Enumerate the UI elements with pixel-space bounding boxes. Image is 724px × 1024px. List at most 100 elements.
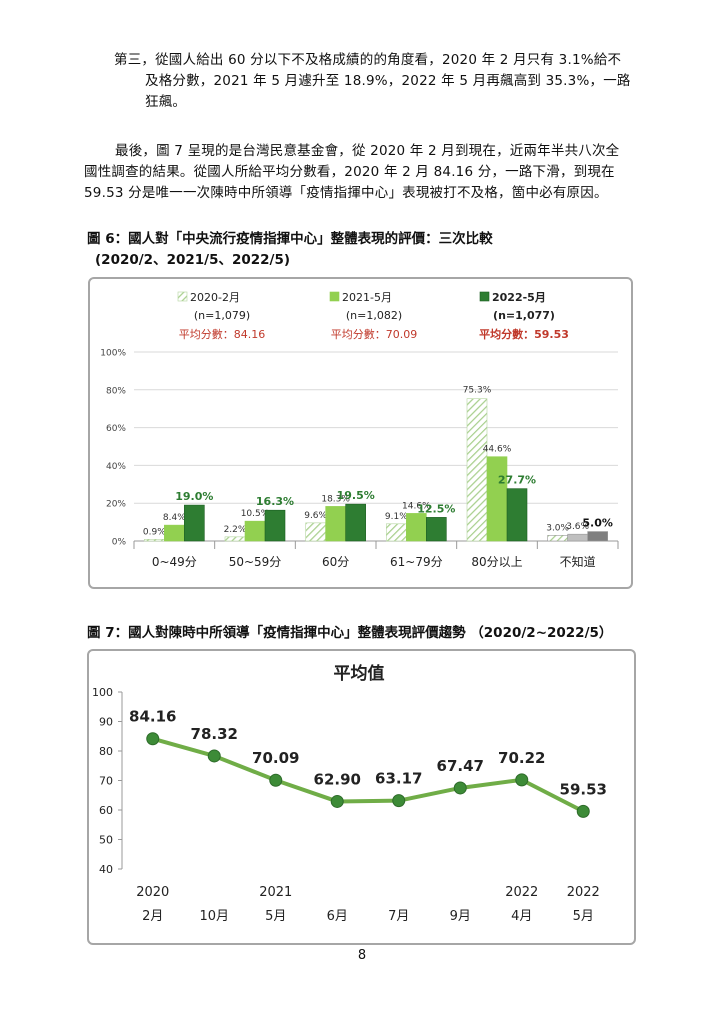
bar-chart-figure6: 0% 20% 40% 60% 80% 100% 0~49分 0.9% 8.4% 19.0% 50~5… bbox=[88, 277, 633, 589]
y-tick-label: 60% bbox=[106, 424, 126, 434]
bar-3 bbox=[426, 517, 447, 542]
figure6-caption-dates: (2020/2、2021/5、2022/5) bbox=[95, 252, 291, 268]
data-point bbox=[576, 804, 590, 818]
y-tick-label: 50 bbox=[99, 834, 113, 847]
x-tick-label: 5月 bbox=[573, 909, 594, 924]
legend-label: 2021-5月 bbox=[342, 291, 392, 304]
y-tick-label: 90 bbox=[99, 716, 113, 729]
data-label: 16.3% bbox=[256, 495, 294, 508]
bar-3 bbox=[506, 488, 528, 542]
data-label: 0.9% bbox=[143, 527, 166, 537]
line-chart-svg: 平均值 40 50 60 70 80 90 100 84.16 2020 2月 78.32 10月 70.… bbox=[92, 663, 607, 924]
data-label: 3.0% bbox=[546, 523, 569, 533]
legend-average: 平均分數：70.09 bbox=[331, 328, 418, 341]
x-year-label: 2022 bbox=[505, 885, 538, 900]
bar-3 bbox=[184, 504, 205, 542]
y-tick-label: 40% bbox=[106, 462, 126, 472]
legend-label: 2020-2月 bbox=[190, 291, 240, 304]
data-point bbox=[269, 773, 283, 787]
y-tick-label: 70 bbox=[99, 775, 113, 788]
data-point bbox=[392, 794, 406, 808]
data-label: 2.2% bbox=[224, 525, 247, 535]
x-tick-label: 80分以上 bbox=[471, 555, 522, 569]
bar-1 bbox=[547, 535, 568, 542]
data-label: 59.53 bbox=[560, 780, 607, 798]
legend-swatch bbox=[329, 291, 340, 302]
bar-3 bbox=[264, 509, 286, 542]
legend-average: 平均分數：84.16 bbox=[179, 328, 266, 341]
figure7-caption: 圖 7：國人對陳時中所領導「疫情指揮中心」整體表現評價趨勢 （2020/2~20… bbox=[87, 625, 613, 641]
figure6-caption: 圖 6：國人對「中央流行疫情指揮中心」整體表現的評價：三次比較 bbox=[87, 231, 493, 247]
y-tick-label: 100 bbox=[92, 686, 113, 699]
data-label: 9.6% bbox=[304, 511, 327, 521]
data-label: 3.6% bbox=[566, 522, 589, 532]
bar-2 bbox=[567, 533, 588, 542]
data-label: 18.3% bbox=[321, 494, 350, 504]
bar-1 bbox=[466, 398, 488, 542]
line-chart-figure7: 平均值 40 50 60 70 80 90 100 84.16 2020 2月 78.32 10月 70.… bbox=[87, 649, 636, 945]
legend-swatch bbox=[479, 291, 490, 302]
data-point bbox=[330, 794, 344, 808]
x-tick-label: 61~79分 bbox=[390, 555, 443, 569]
data-label: 10.5% bbox=[241, 509, 270, 519]
x-tick-label: 50~59分 bbox=[229, 555, 282, 569]
legend-swatch bbox=[177, 291, 188, 302]
bar-2 bbox=[325, 506, 346, 542]
data-label: 78.32 bbox=[191, 725, 238, 743]
data-point bbox=[207, 749, 221, 763]
data-label: 67.47 bbox=[437, 757, 484, 775]
y-tick-label: 80 bbox=[99, 745, 113, 758]
y-tick-label: 80% bbox=[106, 386, 126, 396]
data-label: 5.0% bbox=[582, 517, 613, 530]
bar-1 bbox=[224, 536, 246, 542]
x-tick-label: 10月 bbox=[199, 909, 229, 924]
data-point bbox=[146, 732, 160, 746]
paragraph-line: 第三，從國人給出 60 分以下不及格成績的的角度看，2020 年 2 月只有 3… bbox=[114, 52, 622, 68]
y-tick-label: 60 bbox=[99, 804, 113, 817]
data-label: 19.0% bbox=[175, 490, 213, 503]
page-number: 8 bbox=[357, 948, 367, 963]
data-label: 62.90 bbox=[314, 770, 361, 788]
x-tick-label: 7月 bbox=[388, 909, 409, 924]
x-tick-label: 4月 bbox=[511, 909, 532, 924]
data-label: 84.16 bbox=[129, 708, 176, 726]
series-line bbox=[152, 736, 585, 814]
paragraph-line: 59.53 分是唯一一次陳時中所領導「疫情指揮中心」表現被打不及格，箇中必有原因… bbox=[84, 185, 608, 201]
data-label: 27.7% bbox=[498, 474, 536, 487]
x-tick-label: 5月 bbox=[265, 909, 286, 924]
bar-2 bbox=[244, 520, 266, 542]
bar-1 bbox=[144, 538, 165, 542]
chart-title: 平均值 bbox=[334, 663, 385, 684]
data-label: 9.1% bbox=[385, 512, 408, 522]
y-tick-label: 100% bbox=[100, 349, 126, 359]
data-label: 44.6% bbox=[483, 445, 512, 455]
paragraph-third-point: 第三，從國人給出 60 分以下不及格成績的的角度看，2020 年 2 月只有 3… bbox=[114, 50, 644, 113]
y-tick-label: 40 bbox=[99, 863, 113, 876]
bar-2 bbox=[406, 513, 427, 542]
data-label: 70.22 bbox=[498, 749, 545, 767]
data-label: 75.3% bbox=[463, 386, 492, 396]
paragraph-line: 國性調查的結果。從國人所給平均分數看，2020 年 2 月 84.16 分，一路… bbox=[84, 164, 615, 180]
bar-chart-svg: 0% 20% 40% 60% 80% 100% 0~49分 0.9% 8.4% 19.0% 50~5… bbox=[100, 291, 619, 569]
legend-n: (n=1,077) bbox=[493, 309, 555, 322]
legend-n: (n=1,079) bbox=[194, 309, 250, 322]
legend-label: 2022-5月 bbox=[492, 291, 546, 304]
y-tick-label: 20% bbox=[106, 500, 126, 510]
x-tick-label: 9月 bbox=[450, 909, 471, 924]
paragraph-line: 及格分數，2021 年 5 月遽升至 18.9%，2022 年 5 月再飆高到 … bbox=[145, 73, 631, 89]
paragraph-line: 最後，圖 7 呈現的是台灣民意基金會，從 2020 年 2 月到現在，近兩年半共… bbox=[115, 143, 620, 159]
data-label: 14.6% bbox=[402, 501, 431, 511]
legend-n: (n=1,082) bbox=[346, 309, 402, 322]
data-point bbox=[515, 773, 529, 787]
x-tick-label: 2月 bbox=[142, 909, 163, 924]
x-tick-label: 6月 bbox=[327, 909, 348, 924]
x-year-label: 2020 bbox=[136, 885, 169, 900]
x-tick-label: 60分 bbox=[322, 555, 349, 569]
bar-3 bbox=[587, 531, 608, 542]
data-label: 19.5% bbox=[337, 489, 375, 502]
x-year-label: 2021 bbox=[259, 885, 292, 900]
bar-2 bbox=[486, 456, 508, 542]
x-year-label: 2022 bbox=[567, 885, 600, 900]
paragraph-conclusion: 最後，圖 7 呈現的是台灣民意基金會，從 2020 年 2 月到現在，近兩年半共… bbox=[84, 141, 644, 204]
data-label: 63.17 bbox=[375, 770, 422, 788]
